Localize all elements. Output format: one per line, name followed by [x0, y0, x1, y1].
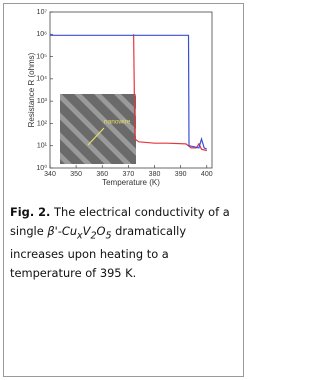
x-tick-label: 340 — [44, 171, 56, 178]
y-tick-label: 10⁴ — [36, 76, 47, 83]
y-tick-label: 10⁵ — [36, 53, 47, 60]
x-tick-label: 380 — [149, 171, 161, 178]
x-tick-label: 350 — [70, 171, 82, 178]
series-line — [50, 34, 208, 150]
series-line — [133, 34, 207, 152]
y-tick-label: 10² — [37, 120, 48, 127]
y-tick-label: 10¹ — [37, 143, 48, 150]
chart: nanowire Temperature (K) Resistance R (o… — [27, 9, 213, 187]
formula: β'-CuxV2O5 — [47, 224, 112, 242]
caption-text: dramatically increases upon heating to a… — [10, 224, 187, 281]
caption-label: Fig. 2. — [10, 205, 51, 219]
caption: Fig. 2. The electrical conductivity of a… — [10, 203, 236, 283]
formula-part: O — [96, 224, 106, 238]
y-tick-label: 10⁶ — [36, 31, 47, 38]
y-tick-label: 10³ — [37, 98, 48, 105]
formula-part: V — [82, 224, 91, 238]
x-tick-label: 360 — [96, 171, 108, 178]
x-tick-label: 370 — [123, 171, 135, 178]
frame — [3, 3, 244, 377]
formula-sub: 2 — [90, 230, 97, 242]
y-tick-label: 10⁰ — [36, 164, 47, 172]
y-axis-label: Resistance R (ohms) — [27, 52, 36, 127]
x-axis-label: Temperature (K) — [102, 178, 160, 187]
formula-part: β'-Cu — [47, 224, 78, 238]
x-tick-label: 390 — [175, 171, 187, 178]
inset-label: nanowire — [104, 119, 131, 126]
caption-text: The electrical conductivity of a single — [10, 205, 230, 238]
x-tick-label: 400 — [201, 171, 213, 178]
y-tick-label: 10⁷ — [37, 9, 48, 16]
plot-frame — [49, 11, 213, 169]
formula-sub: x — [77, 230, 83, 242]
inset-image — [60, 94, 136, 164]
inset-arrow — [87, 127, 105, 146]
formula-sub: 5 — [105, 230, 112, 242]
